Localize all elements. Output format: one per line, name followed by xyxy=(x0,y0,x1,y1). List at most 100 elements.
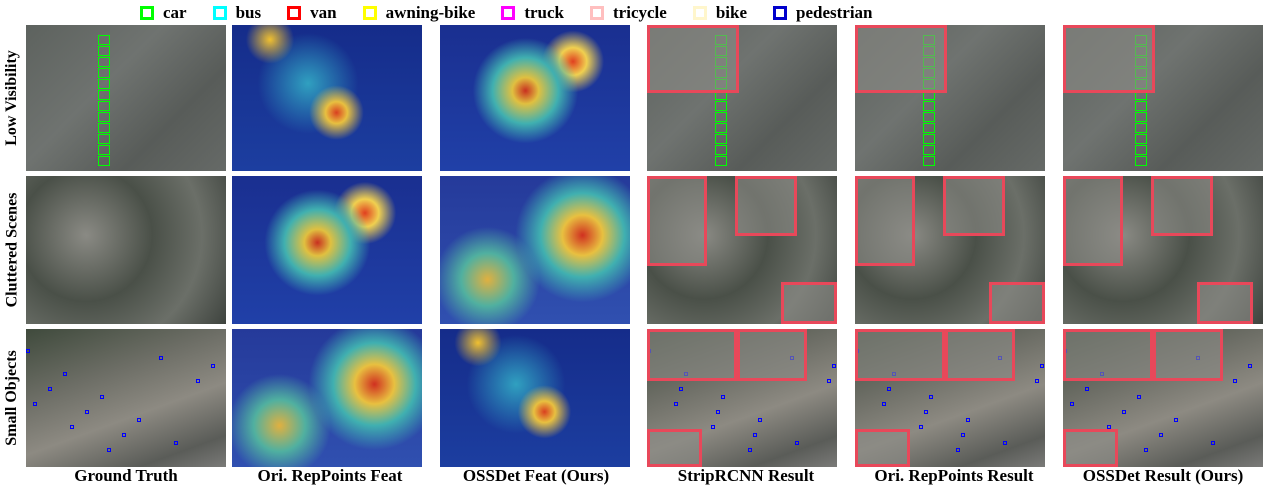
detection-box xyxy=(211,364,215,368)
zoom-inset xyxy=(855,329,945,381)
detection-box xyxy=(1211,441,1215,445)
row-label-text: Small Objects xyxy=(3,350,21,446)
image-clut-col6 xyxy=(1063,176,1263,324)
detection-box xyxy=(1135,112,1147,122)
row-label-low-visibility: Low Visibility xyxy=(0,25,24,171)
zoom-inset xyxy=(647,429,702,467)
detection-box xyxy=(674,402,678,406)
detection-box xyxy=(929,395,933,399)
row-label-text: Cluttered Scenes xyxy=(3,192,21,308)
detection-box xyxy=(196,379,200,383)
legend-label: tricycle xyxy=(613,3,667,22)
detection-box xyxy=(107,448,111,452)
image-low-col6 xyxy=(1063,25,1263,171)
zoom-inset xyxy=(781,282,837,324)
detection-box xyxy=(1135,123,1147,133)
image-small-col4 xyxy=(647,329,837,467)
image-low-col3 xyxy=(440,25,630,171)
legend-label: pedestrian xyxy=(796,3,873,22)
image-clut-col1 xyxy=(26,176,226,324)
zoom-inset xyxy=(945,329,1015,381)
detection-box xyxy=(1107,425,1111,429)
detection-box xyxy=(715,123,728,133)
detection-box xyxy=(98,123,110,133)
legend-label: van xyxy=(310,3,337,22)
legend-swatch xyxy=(501,6,516,20)
detection-box xyxy=(98,112,110,122)
image-low-col2 xyxy=(232,25,422,171)
image-small-col1 xyxy=(26,329,226,467)
detection-box xyxy=(1233,379,1237,383)
row-label-cluttered-scenes: Cluttered Scenes xyxy=(0,176,24,324)
detection-box xyxy=(159,356,163,360)
detection-box xyxy=(26,349,30,353)
detection-box xyxy=(98,57,110,67)
detection-box xyxy=(1137,395,1141,399)
legend-item-pedestrian: pedestrian xyxy=(773,3,873,23)
detection-box xyxy=(882,402,886,406)
detection-box xyxy=(1135,145,1147,155)
zoom-inset xyxy=(737,329,807,381)
zoom-inset xyxy=(1063,25,1155,93)
caption-ossdet-result: OSSDet Result (Ours) xyxy=(1082,466,1244,485)
detection-box xyxy=(923,123,936,133)
legend-item-van: van xyxy=(287,3,337,23)
legend-item-bus: bus xyxy=(212,3,262,23)
legend-label: awning-bike xyxy=(385,3,476,22)
zoom-inset xyxy=(1197,282,1253,324)
detection-box xyxy=(758,418,762,422)
detection-box xyxy=(98,134,110,144)
detection-box xyxy=(98,79,110,89)
detection-box xyxy=(1035,379,1039,383)
zoom-inset xyxy=(989,282,1045,324)
detection-box xyxy=(832,364,836,368)
zoom-inset xyxy=(1153,329,1223,381)
detection-box xyxy=(98,46,110,56)
detection-box xyxy=(122,433,126,437)
detection-box xyxy=(966,418,970,422)
detection-box xyxy=(48,387,52,391)
legend-label: car xyxy=(163,3,187,22)
legend: car bus van awning-bike truck tricycle bike ped… xyxy=(140,2,1100,24)
image-clut-col5 xyxy=(855,176,1045,324)
image-low-col1 xyxy=(26,25,226,171)
detection-box xyxy=(1174,418,1178,422)
legend-label: bus xyxy=(235,3,262,22)
detection-box xyxy=(715,156,728,166)
legend-item-awning-bike: awning-bike xyxy=(362,3,476,23)
detection-box xyxy=(715,145,728,155)
legend-swatch xyxy=(287,6,302,20)
zoom-inset xyxy=(1063,176,1123,266)
image-small-col2 xyxy=(232,329,422,467)
detection-box xyxy=(887,387,891,391)
detection-box xyxy=(70,425,74,429)
caption-ossdet-feat: OSSDet Feat (Ours) xyxy=(462,466,610,485)
detection-box xyxy=(1085,387,1089,391)
detection-box xyxy=(98,35,110,45)
detection-box xyxy=(827,379,831,383)
zoom-inset xyxy=(735,176,797,236)
detection-box xyxy=(174,441,178,445)
detection-box xyxy=(63,372,67,376)
row-label-small-objects: Small Objects xyxy=(0,329,24,467)
detection-box xyxy=(100,395,104,399)
detection-box xyxy=(1248,364,1252,368)
detection-box xyxy=(721,395,725,399)
detection-box xyxy=(1003,441,1007,445)
caption-ground-truth: Ground Truth xyxy=(74,466,178,485)
image-low-col4 xyxy=(647,25,837,171)
image-clut-col4 xyxy=(647,176,837,324)
caption-striprcnn-result: StripRCNN Result xyxy=(677,466,815,485)
detection-box xyxy=(679,387,683,391)
detection-box xyxy=(1135,101,1147,111)
detection-box xyxy=(923,156,936,166)
detection-box xyxy=(961,433,965,437)
zoom-inset xyxy=(1063,429,1118,467)
zoom-inset xyxy=(943,176,1005,236)
detection-box xyxy=(98,156,110,166)
detection-box xyxy=(956,448,960,452)
detection-box xyxy=(919,425,923,429)
row-label-text: Low Visibility xyxy=(3,50,21,146)
legend-swatch xyxy=(773,6,787,20)
detection-box xyxy=(1159,433,1163,437)
